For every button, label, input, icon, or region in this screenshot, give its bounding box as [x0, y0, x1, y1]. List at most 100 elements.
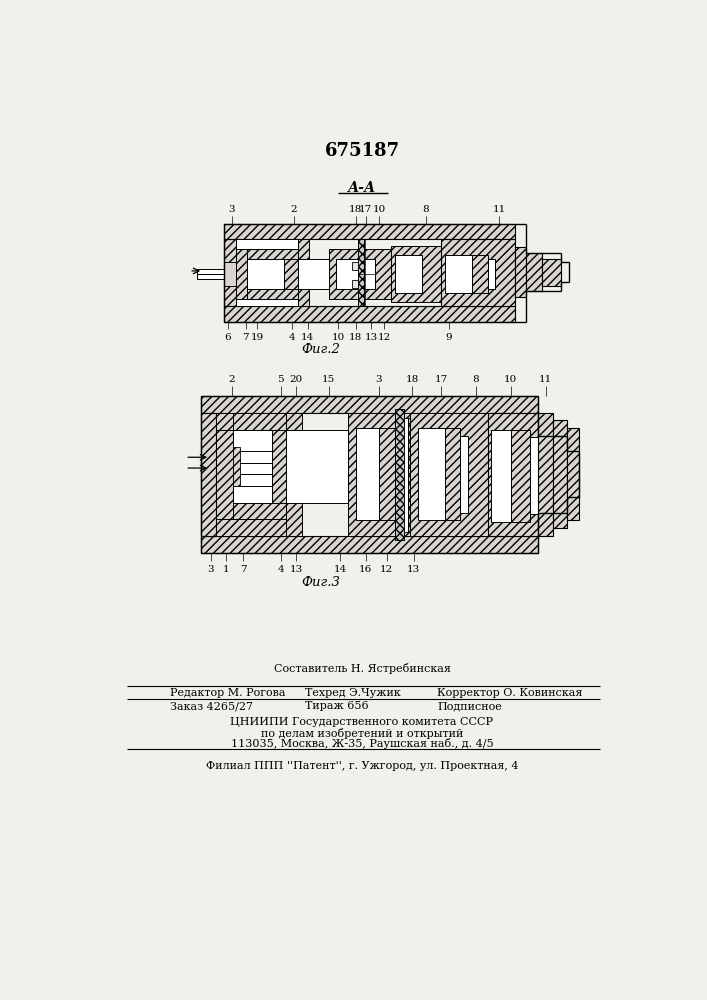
- Bar: [418, 428, 460, 520]
- Bar: [233, 413, 286, 430]
- Bar: [286, 430, 348, 503]
- Bar: [472, 255, 488, 293]
- Bar: [224, 224, 515, 239]
- Text: 17: 17: [359, 205, 373, 214]
- Text: Подписное: Подписное: [437, 701, 502, 711]
- Text: 2: 2: [228, 375, 235, 384]
- Text: Техред Э.Чужик: Техред Э.Чужик: [305, 688, 401, 698]
- Text: 7: 7: [240, 565, 247, 574]
- Bar: [409, 418, 414, 532]
- Bar: [491, 430, 530, 522]
- Text: 3: 3: [228, 205, 235, 214]
- Text: Фиг.2: Фиг.2: [301, 343, 340, 356]
- Bar: [395, 255, 421, 293]
- Bar: [352, 262, 358, 270]
- Text: 18: 18: [406, 375, 419, 384]
- Text: 20: 20: [289, 375, 303, 384]
- Text: 1: 1: [223, 565, 230, 574]
- Text: по делам изобретений и открытий: по делам изобретений и открытий: [261, 728, 463, 739]
- Bar: [352, 280, 358, 288]
- Text: Фиг.3: Фиг.3: [301, 576, 340, 589]
- Bar: [233, 451, 272, 463]
- Bar: [298, 239, 309, 306]
- Bar: [356, 428, 395, 520]
- Text: 16: 16: [359, 565, 373, 574]
- Text: 3: 3: [208, 565, 214, 574]
- Text: 13: 13: [407, 565, 421, 574]
- Text: 5: 5: [277, 375, 284, 384]
- Bar: [201, 413, 286, 536]
- Bar: [460, 436, 468, 513]
- Text: Филиал ППП ''Патент'', г. Ужгород, ул. Проектная, 4: Филиал ППП ''Патент'', г. Ужгород, ул. П…: [206, 761, 518, 771]
- Text: 9: 9: [445, 333, 452, 342]
- Bar: [224, 239, 298, 306]
- Bar: [410, 413, 488, 536]
- Bar: [233, 463, 272, 474]
- Text: 14: 14: [301, 333, 315, 342]
- Text: 3: 3: [375, 375, 382, 384]
- Bar: [235, 239, 298, 306]
- Text: Составитель Н. Ястребинская: Составитель Н. Ястребинская: [274, 663, 450, 674]
- Bar: [348, 413, 410, 536]
- Text: 14: 14: [334, 565, 347, 574]
- Text: А-А: А-А: [348, 181, 376, 195]
- Text: 8: 8: [422, 205, 429, 214]
- Bar: [216, 413, 286, 430]
- Text: 4: 4: [277, 565, 284, 574]
- Text: 17: 17: [434, 375, 448, 384]
- Bar: [224, 262, 235, 286]
- Text: 12: 12: [380, 565, 393, 574]
- Bar: [197, 269, 224, 274]
- Bar: [216, 430, 233, 519]
- Bar: [404, 418, 409, 532]
- Bar: [235, 249, 298, 259]
- Text: Редактор М. Рогова: Редактор М. Рогова: [170, 688, 285, 698]
- Bar: [337, 259, 375, 289]
- Bar: [445, 428, 460, 520]
- Bar: [201, 396, 538, 413]
- Bar: [247, 249, 298, 259]
- Bar: [358, 239, 364, 306]
- Bar: [510, 430, 530, 522]
- Bar: [488, 259, 495, 289]
- Bar: [567, 428, 579, 520]
- Text: 10: 10: [504, 375, 518, 384]
- Text: 10: 10: [373, 205, 385, 214]
- Bar: [216, 413, 286, 536]
- Bar: [329, 249, 391, 299]
- Text: 6: 6: [225, 333, 231, 342]
- Bar: [235, 249, 247, 299]
- Text: 675187: 675187: [325, 142, 399, 160]
- Text: 10: 10: [332, 333, 344, 342]
- Text: 4: 4: [289, 333, 296, 342]
- Text: 113035, Москва, Ж-35, Раушская наб., д. 4/5: 113035, Москва, Ж-35, Раушская наб., д. …: [230, 738, 493, 749]
- Bar: [530, 437, 538, 514]
- Bar: [379, 428, 395, 520]
- Bar: [197, 274, 224, 279]
- Bar: [515, 247, 526, 297]
- Text: 13: 13: [365, 333, 378, 342]
- Bar: [216, 519, 286, 536]
- Bar: [284, 259, 298, 289]
- Bar: [542, 259, 561, 286]
- Text: 18: 18: [349, 205, 363, 214]
- Text: Корректор О. Ковинская: Корректор О. Ковинская: [437, 688, 583, 698]
- Bar: [224, 306, 515, 322]
- Text: 19: 19: [251, 333, 264, 342]
- Bar: [538, 413, 554, 536]
- Bar: [233, 447, 240, 486]
- Text: 7: 7: [243, 333, 249, 342]
- Text: 2: 2: [291, 205, 297, 214]
- Text: 12: 12: [378, 333, 391, 342]
- Text: Тираж 656: Тираж 656: [305, 701, 369, 711]
- Bar: [233, 503, 286, 519]
- Bar: [391, 246, 441, 302]
- Text: Заказ 4265/27: Заказ 4265/27: [170, 701, 252, 711]
- Bar: [286, 413, 301, 536]
- Bar: [445, 255, 472, 293]
- Text: 11: 11: [539, 375, 552, 384]
- Bar: [201, 536, 538, 553]
- Text: 13: 13: [289, 565, 303, 574]
- Text: 15: 15: [322, 375, 335, 384]
- Bar: [298, 259, 337, 289]
